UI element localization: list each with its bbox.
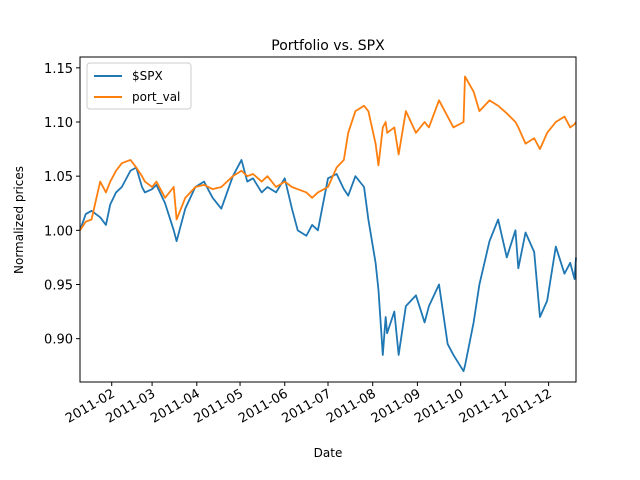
y-tick-label: 1.15 (44, 62, 73, 77)
axes-frame (79, 56, 577, 383)
plot-lines (79, 75, 577, 373)
chart-title: Portfolio vs. SPX (271, 38, 385, 54)
y-tick-label: 1.10 (44, 116, 73, 131)
y-axis-label: Normalized prices (12, 166, 26, 274)
y-tick-label: 0.90 (44, 333, 73, 348)
legend-label-port-val: port_val (132, 90, 180, 104)
legend: $SPX port_val (86, 62, 192, 110)
y-tick-label: 0.95 (44, 279, 73, 294)
x-axis-label: Date (314, 446, 343, 460)
legend-label-spx: $SPX (132, 69, 163, 83)
y-tick-label: 1.05 (44, 170, 73, 185)
series-line-port-val (79, 75, 577, 231)
y-tick-label: 1.00 (44, 224, 73, 239)
series-line-spx (79, 159, 577, 373)
y-axis: 0.90 0.95 1.00 1.05 1.10 1.15 (44, 62, 80, 348)
